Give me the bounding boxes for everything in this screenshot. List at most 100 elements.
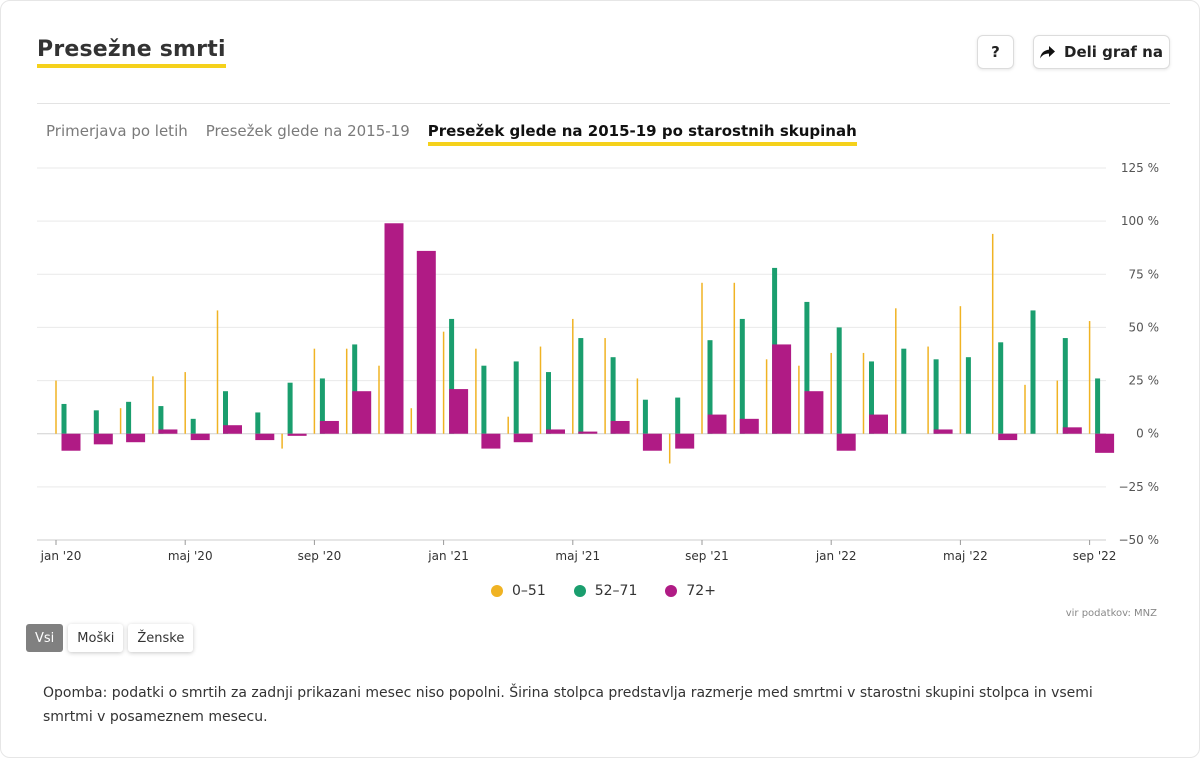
filter-all-button[interactable]: Vsi [26, 624, 64, 652]
bar-72-plus [869, 414, 888, 434]
excess-deaths-chart: 125 % 100 % 75 % 50 % 25 % 0 % −25 % −50 % jan '… [37, 161, 1160, 563]
bar-0-51 [733, 282, 736, 434]
legend-item-52-71[interactable]: 52–71 [573, 583, 638, 599]
legend-item-0-51[interactable]: 0–51 [491, 583, 546, 599]
bar-72-plus [578, 431, 598, 434]
bar-72-plus [319, 420, 339, 434]
bar-52-71 [836, 327, 842, 434]
bar-0-51 [216, 310, 219, 434]
bar-0-51 [507, 416, 509, 434]
bar-72-plus [384, 223, 404, 434]
bar-0-51 [119, 408, 122, 434]
bar-72-plus [513, 433, 533, 443]
chart-legend: 0–51 52–71 72+ [491, 583, 716, 599]
bar-52-71 [449, 318, 455, 434]
bar-52-71 [998, 342, 1004, 434]
bar-52-71 [965, 357, 971, 434]
bar-0-51 [1056, 380, 1059, 434]
legend-label-72-plus: 72+ [686, 583, 716, 599]
bar-72-plus [707, 414, 727, 434]
x-tick-label: maj '20 [168, 549, 213, 563]
bar-0-51 [410, 408, 413, 434]
bar-52-71 [158, 406, 164, 434]
bar-72-plus [933, 429, 953, 434]
bar-52-71 [352, 344, 358, 434]
bar-72-plus [449, 389, 469, 434]
tab-excess-by-age-group[interactable]: Presežek glede na 2015-19 po starostnih … [427, 120, 857, 146]
bar-52-71 [1030, 310, 1036, 434]
y-tick-label: 25 % [1129, 374, 1160, 388]
sex-filter: Vsi Moški Ženske [26, 624, 194, 652]
x-tick-label: sep '21 [685, 549, 729, 563]
x-tick-label: jan '22 [815, 549, 857, 563]
y-tick-label: 50 % [1129, 320, 1160, 334]
y-tick-label: 100 % [1121, 214, 1159, 228]
bar-72-plus [158, 429, 178, 434]
bar-52-71 [546, 372, 551, 434]
bar-52-71 [190, 418, 196, 434]
bar-52-71 [675, 397, 681, 434]
x-tick-label: sep '22 [1073, 549, 1117, 563]
bar-72-plus [352, 391, 372, 434]
bar-0-51 [927, 346, 929, 434]
y-tick-label: 75 % [1129, 267, 1160, 281]
y-tick-label: −25 % [1118, 480, 1159, 494]
bar-52-71 [642, 399, 648, 434]
bar-72-plus [1062, 427, 1082, 434]
bar-0-51 [636, 378, 639, 434]
bar-52-71 [739, 318, 745, 434]
bar-72-plus [61, 433, 81, 451]
x-tick-label: maj '22 [943, 549, 988, 563]
legend-dot-72-plus [665, 585, 678, 597]
bar-0-51 [830, 352, 832, 434]
legend-item-72-plus[interactable]: 72+ [665, 583, 716, 599]
bar-52-71 [223, 391, 228, 434]
y-tick-label: 125 % [1121, 161, 1159, 175]
bar-52-71 [93, 410, 99, 434]
bar-52-71 [707, 340, 713, 434]
legend-label-52-71: 52–71 [594, 583, 638, 599]
bar-0-51 [668, 433, 671, 464]
legend-label-0-51: 0–51 [512, 583, 546, 599]
bar-0-51 [345, 348, 348, 434]
bar-0-51 [281, 433, 283, 449]
tab-yearly-comparison[interactable]: Primerjava po letih [46, 122, 188, 140]
x-tick-label: sep '20 [298, 549, 342, 563]
bar-72-plus [1095, 433, 1115, 453]
bar-0-51 [1024, 384, 1026, 434]
help-button[interactable]: ? [977, 35, 1014, 69]
bar-52-71 [901, 348, 907, 434]
bar-52-71 [1095, 378, 1101, 434]
bar-0-51 [1088, 321, 1091, 434]
y-tick-label: 0 % [1136, 427, 1159, 441]
bar-0-51 [895, 308, 897, 434]
filter-female-button[interactable]: Ženske [128, 624, 194, 652]
bar-72-plus [772, 344, 792, 434]
bar-0-51 [572, 318, 574, 434]
bar-72-plus [998, 433, 1018, 441]
data-source: vir podatkov: MNZ [1065, 608, 1157, 619]
bar-52-71 [126, 401, 132, 434]
bar-72-plus [610, 420, 630, 434]
bar-72-plus [804, 391, 824, 434]
bar-72-plus [223, 425, 242, 434]
bar-72-plus [642, 433, 662, 451]
footnote: Opomba: podatki o smrtih za zadnji prika… [43, 685, 1093, 725]
tab-excess-2015-19[interactable]: Presežek glede na 2015-19 [205, 122, 410, 140]
legend-dot-52-71 [573, 585, 586, 597]
bar-52-71 [869, 361, 874, 434]
filter-male-button[interactable]: Moški [68, 624, 124, 652]
legend-dot-0-51 [491, 585, 503, 597]
bar-52-71 [61, 403, 67, 434]
chart-tabs: Primerjava po letih Presežek glede na 20… [46, 120, 857, 146]
bar-72-plus [416, 250, 436, 434]
bar-72-plus [836, 433, 856, 451]
bar-72-plus [126, 433, 146, 443]
header-divider [37, 103, 1170, 104]
bar-52-71 [1062, 338, 1068, 434]
share-button[interactable]: Deli graf na [1033, 35, 1170, 69]
bar-0-51 [701, 282, 703, 434]
page-title: Presežne smrti [37, 37, 226, 68]
bar-72-plus [481, 433, 501, 449]
